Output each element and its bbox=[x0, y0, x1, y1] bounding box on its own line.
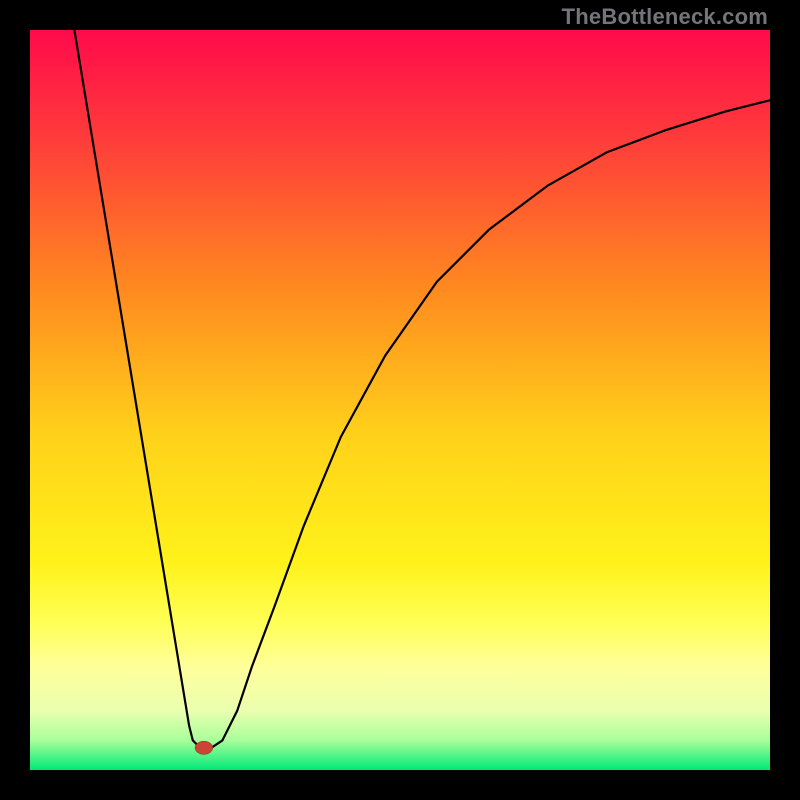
plot-area bbox=[30, 30, 770, 770]
minimum-marker bbox=[195, 741, 213, 754]
watermark-text: TheBottleneck.com bbox=[562, 4, 768, 30]
gradient-background bbox=[30, 30, 770, 770]
chart-frame: TheBottleneck.com bbox=[0, 0, 800, 800]
chart-svg bbox=[30, 30, 770, 770]
